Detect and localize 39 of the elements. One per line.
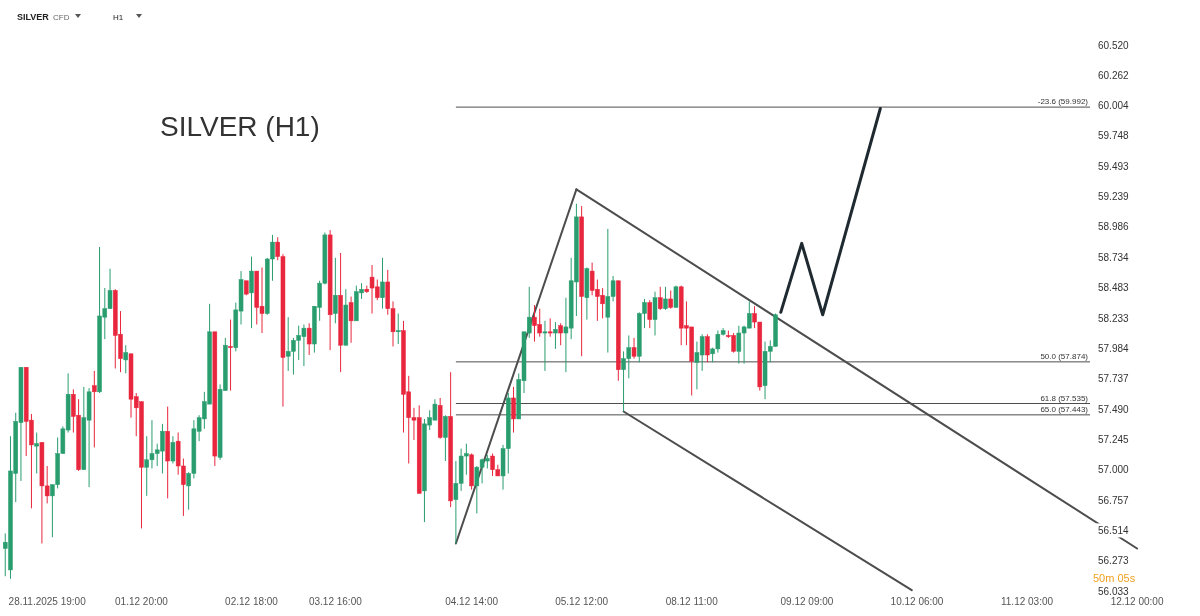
y-tick-label: 56.033 <box>1098 585 1130 597</box>
y-tick-label: 60.520 <box>1098 39 1130 51</box>
ref-line-label: 61.8 (57.535) <box>1040 393 1089 403</box>
y-tick-label: 57.984 <box>1098 342 1130 354</box>
y-tick-label: 57.490 <box>1098 403 1130 415</box>
x-tick-label: 08.12 11:00 <box>665 596 719 607</box>
y-tick-label: 59.493 <box>1098 160 1130 172</box>
x-tick-label: 11.12 03:00 <box>1000 596 1054 607</box>
ref-line-label: -23.6 (59.992) <box>1037 97 1089 107</box>
x-tick-label: 02.12 18:00 <box>225 596 279 607</box>
x-tick-label: 28.11.2025 19:00 <box>8 596 87 607</box>
y-tick-label: 58.483 <box>1098 282 1130 294</box>
x-tick-label: 01.12 20:00 <box>115 596 169 607</box>
x-tick-label: 03.12 16:00 <box>308 596 363 607</box>
y-tick-label: 56.757 <box>1098 494 1130 506</box>
text: H1 <box>113 13 124 22</box>
y-tick-label: 60.004 <box>1098 100 1130 112</box>
annotation: 50m 05s <box>1093 572 1136 584</box>
y-tick-label: 56.514 <box>1098 524 1130 536</box>
x-tick-label: 12.12 00:00 <box>1110 596 1164 607</box>
y-tick-label: 58.986 <box>1098 221 1130 233</box>
text: CFD <box>53 13 70 22</box>
y-tick-label: 57.000 <box>1098 464 1130 476</box>
y-tick-label: 56.273 <box>1098 555 1130 567</box>
ref-line-label: 50.0 (57.874) <box>1040 351 1089 361</box>
y-tick-label: 57.245 <box>1098 433 1130 445</box>
ref-line-label: 65.0 (57.443) <box>1040 404 1089 414</box>
x-tick-label: 04.12 14:00 <box>445 596 499 607</box>
text: SILVER <box>17 12 50 22</box>
text: SILVER (H1) <box>160 111 320 142</box>
y-tick-label: 59.239 <box>1098 191 1130 203</box>
x-tick-label: 09.12 09:00 <box>780 596 834 607</box>
x-tick-label: 10.12 06:00 <box>890 596 944 607</box>
x-tick-label: 05.12 12:00 <box>555 596 609 607</box>
y-tick-label: 57.737 <box>1098 373 1130 385</box>
y-tick-label: 60.262 <box>1098 69 1130 81</box>
y-tick-label: 58.734 <box>1098 251 1130 263</box>
y-tick-label: 58.233 <box>1098 312 1130 324</box>
y-tick-label: 59.748 <box>1098 130 1130 142</box>
